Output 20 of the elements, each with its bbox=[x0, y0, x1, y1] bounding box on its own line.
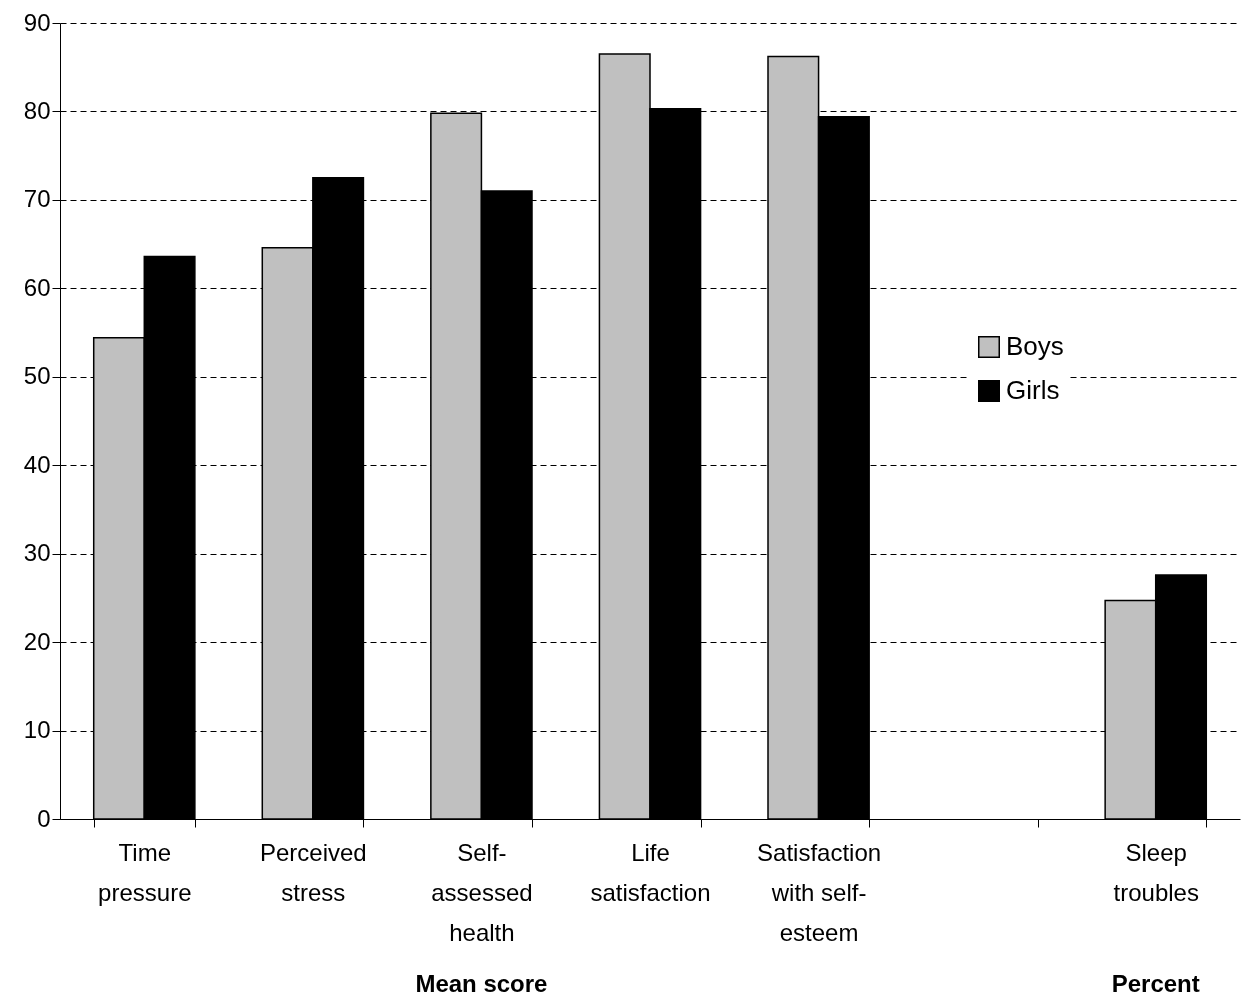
y-tick-label: 50 bbox=[23, 362, 51, 390]
x-tick-label: Time pressure bbox=[98, 838, 192, 906]
y-tick-label: 0 bbox=[37, 804, 51, 832]
text: Mean score bbox=[415, 970, 548, 997]
y-tick-label: 10 bbox=[23, 716, 51, 744]
x-tick-label: Satisfaction with self-esteem bbox=[757, 838, 882, 946]
y-tick-label: 40 bbox=[23, 450, 51, 478]
y-tick-label: 90 bbox=[23, 8, 51, 36]
x-tick-label: Sleep troubles bbox=[1113, 838, 1199, 906]
y-tick-label: 20 bbox=[23, 627, 51, 655]
y-tick-label: 60 bbox=[23, 273, 51, 301]
x-tick-label: Life satisfaction bbox=[590, 838, 711, 906]
legend-label: Girls bbox=[1006, 375, 1060, 405]
legend-label: Boys bbox=[1006, 331, 1064, 361]
text: Percent bbox=[1111, 970, 1200, 997]
y-tick-label: 80 bbox=[23, 96, 51, 124]
x-tick-label: Perceived stress bbox=[259, 838, 367, 906]
y-tick-label: 70 bbox=[23, 185, 51, 213]
y-tick-label: 30 bbox=[23, 539, 51, 567]
x-tick-label: Self-assessed health bbox=[431, 838, 533, 946]
